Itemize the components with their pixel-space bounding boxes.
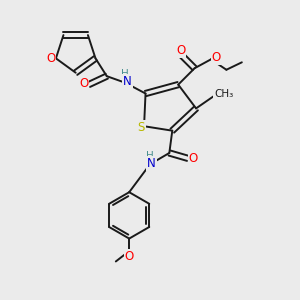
- Text: O: O: [176, 44, 185, 57]
- Text: O: O: [124, 250, 134, 263]
- Text: N: N: [147, 157, 156, 170]
- Text: H: H: [146, 151, 153, 161]
- Text: O: O: [212, 51, 221, 64]
- Text: S: S: [137, 121, 145, 134]
- Text: N: N: [123, 75, 132, 88]
- Text: O: O: [188, 152, 198, 165]
- Text: H: H: [121, 69, 128, 79]
- Text: CH₃: CH₃: [214, 88, 233, 98]
- Text: O: O: [46, 52, 55, 65]
- Text: O: O: [79, 76, 88, 89]
